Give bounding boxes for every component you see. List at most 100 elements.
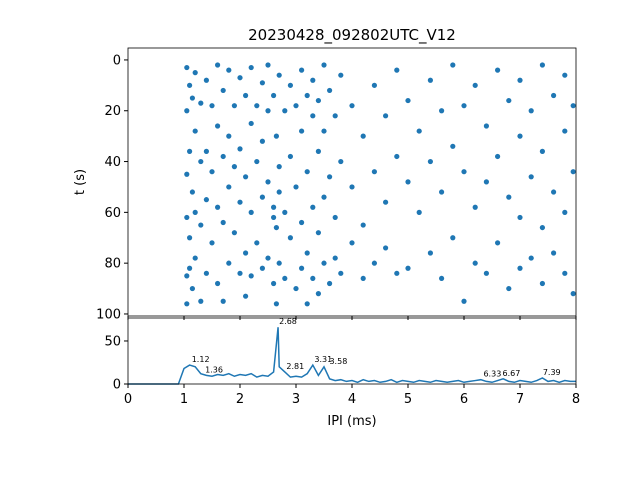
point [383, 245, 389, 251]
point [483, 123, 489, 129]
point [203, 77, 209, 83]
x-tick-label: 3 [292, 392, 300, 407]
point [287, 153, 293, 160]
annotation: 3.31 [314, 355, 332, 364]
point [310, 275, 316, 282]
x-tick-label: 5 [404, 392, 412, 407]
point [299, 219, 305, 226]
point [189, 189, 195, 195]
point [304, 92, 310, 99]
point [570, 169, 576, 175]
point [254, 103, 260, 109]
point [198, 158, 204, 165]
point [304, 169, 310, 175]
y-tick-label: 40 [104, 155, 121, 170]
point [259, 80, 265, 86]
x-axis-label: IPI (ms) [327, 414, 376, 429]
point [517, 214, 523, 221]
point [472, 82, 478, 88]
point [327, 174, 333, 180]
annotation: 1.36 [205, 365, 223, 374]
point [226, 67, 232, 73]
point [315, 230, 321, 236]
annotation: 2.81 [286, 362, 304, 371]
point [528, 174, 534, 180]
point [271, 214, 277, 221]
point [506, 97, 512, 104]
x-tick-label: 1 [180, 392, 188, 407]
point [332, 113, 338, 119]
point [299, 265, 305, 271]
x-tick-label: 8 [572, 392, 580, 407]
point [427, 250, 433, 256]
point [495, 240, 501, 246]
point [551, 189, 557, 195]
point [273, 224, 279, 231]
x-tick-label: 4 [348, 392, 356, 407]
point [528, 108, 534, 114]
point [517, 133, 523, 139]
point [215, 62, 221, 68]
point [321, 194, 327, 200]
point [287, 82, 293, 88]
point [450, 62, 456, 68]
point [276, 164, 282, 170]
point [259, 194, 265, 200]
point [276, 189, 282, 195]
point [321, 62, 327, 68]
point [570, 291, 576, 297]
point [248, 209, 254, 215]
point [299, 67, 305, 73]
point [248, 120, 254, 127]
point [231, 164, 237, 170]
point [184, 64, 190, 71]
point [416, 128, 422, 134]
point [562, 128, 568, 134]
point [383, 113, 389, 119]
point [562, 72, 568, 78]
point [215, 280, 221, 287]
point [394, 270, 400, 276]
point [472, 204, 478, 210]
point [220, 298, 226, 304]
annotation: 3.58 [329, 357, 347, 366]
point [310, 113, 316, 119]
point [282, 108, 288, 114]
point [327, 280, 333, 287]
point [506, 194, 512, 200]
point [248, 64, 254, 71]
x-tick-label: 0 [124, 392, 132, 407]
y-tick-label: 100 [96, 307, 121, 322]
point [187, 82, 193, 88]
point [184, 214, 190, 221]
point [371, 169, 377, 175]
point [220, 87, 226, 94]
point [187, 265, 193, 271]
point [187, 235, 193, 241]
point [551, 92, 557, 99]
point [332, 214, 338, 221]
point [495, 153, 501, 160]
point [483, 270, 489, 276]
point [184, 108, 190, 114]
point [276, 260, 282, 266]
point [562, 270, 568, 276]
point [338, 72, 344, 78]
annotation: 6.33 [483, 370, 501, 379]
point [209, 103, 215, 109]
axes-frame [127, 47, 577, 317]
point [299, 128, 305, 134]
point [198, 298, 204, 304]
point [383, 199, 389, 205]
y-tick-label: 0 [113, 53, 121, 68]
point [427, 77, 433, 83]
y-tick-label: 80 [104, 257, 121, 272]
point [243, 174, 249, 180]
point [327, 87, 333, 94]
point [237, 270, 243, 276]
point [220, 219, 226, 226]
point [315, 148, 321, 154]
point [192, 209, 198, 215]
